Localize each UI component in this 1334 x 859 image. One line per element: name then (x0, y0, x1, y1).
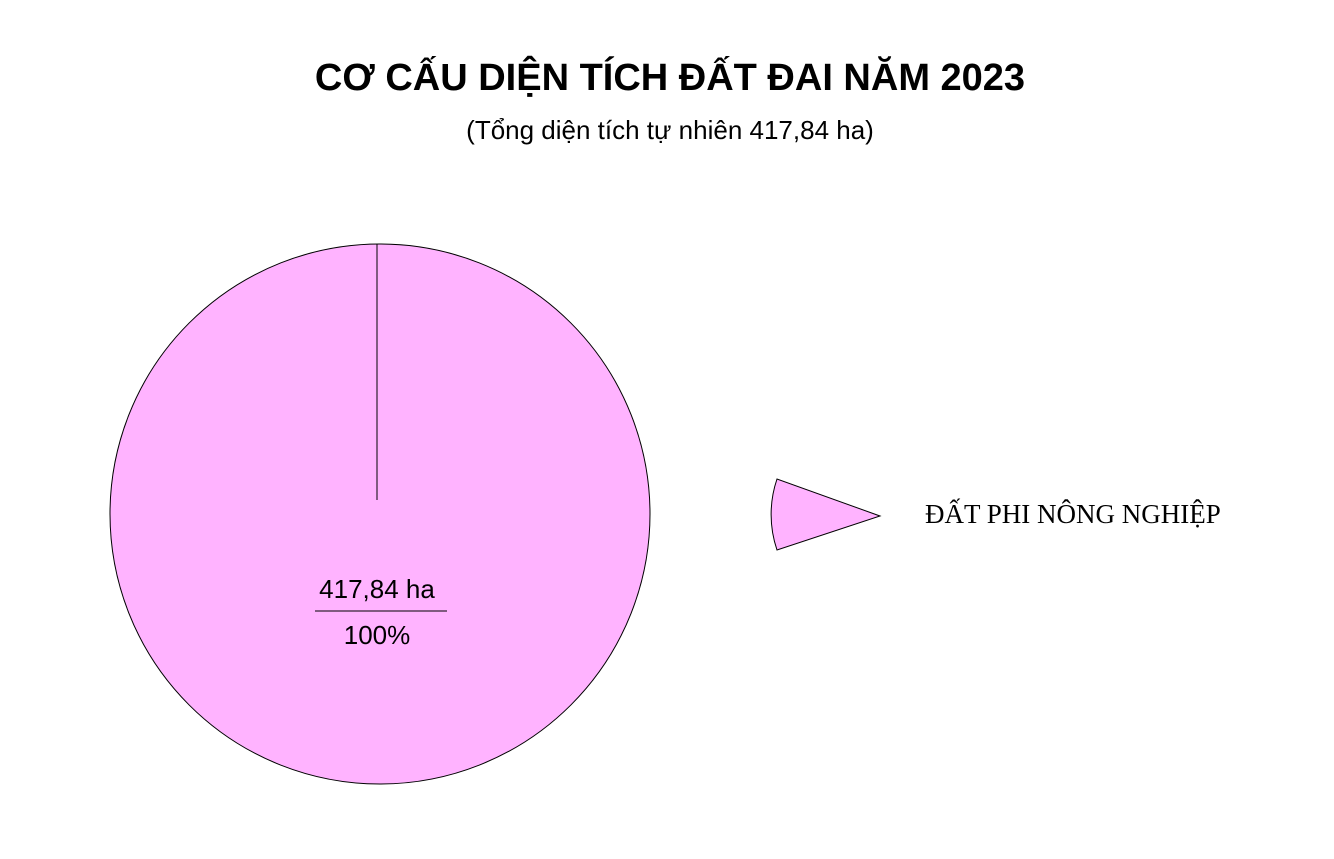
value-label: 417,84 ha (319, 574, 435, 604)
legend-label: ĐẤT PHI NÔNG NGHIỆP (925, 498, 1221, 529)
pie-slice (109, 243, 651, 785)
chart-subtitle: (Tổng diện tích tự nhiên 417,84 ha) (466, 115, 874, 145)
percent-label: 100% (344, 620, 411, 650)
chart-title: CƠ CẤU DIỆN TÍCH ĐẤT ĐAI NĂM 2023 (315, 55, 1025, 99)
legend-swatch (770, 478, 882, 551)
